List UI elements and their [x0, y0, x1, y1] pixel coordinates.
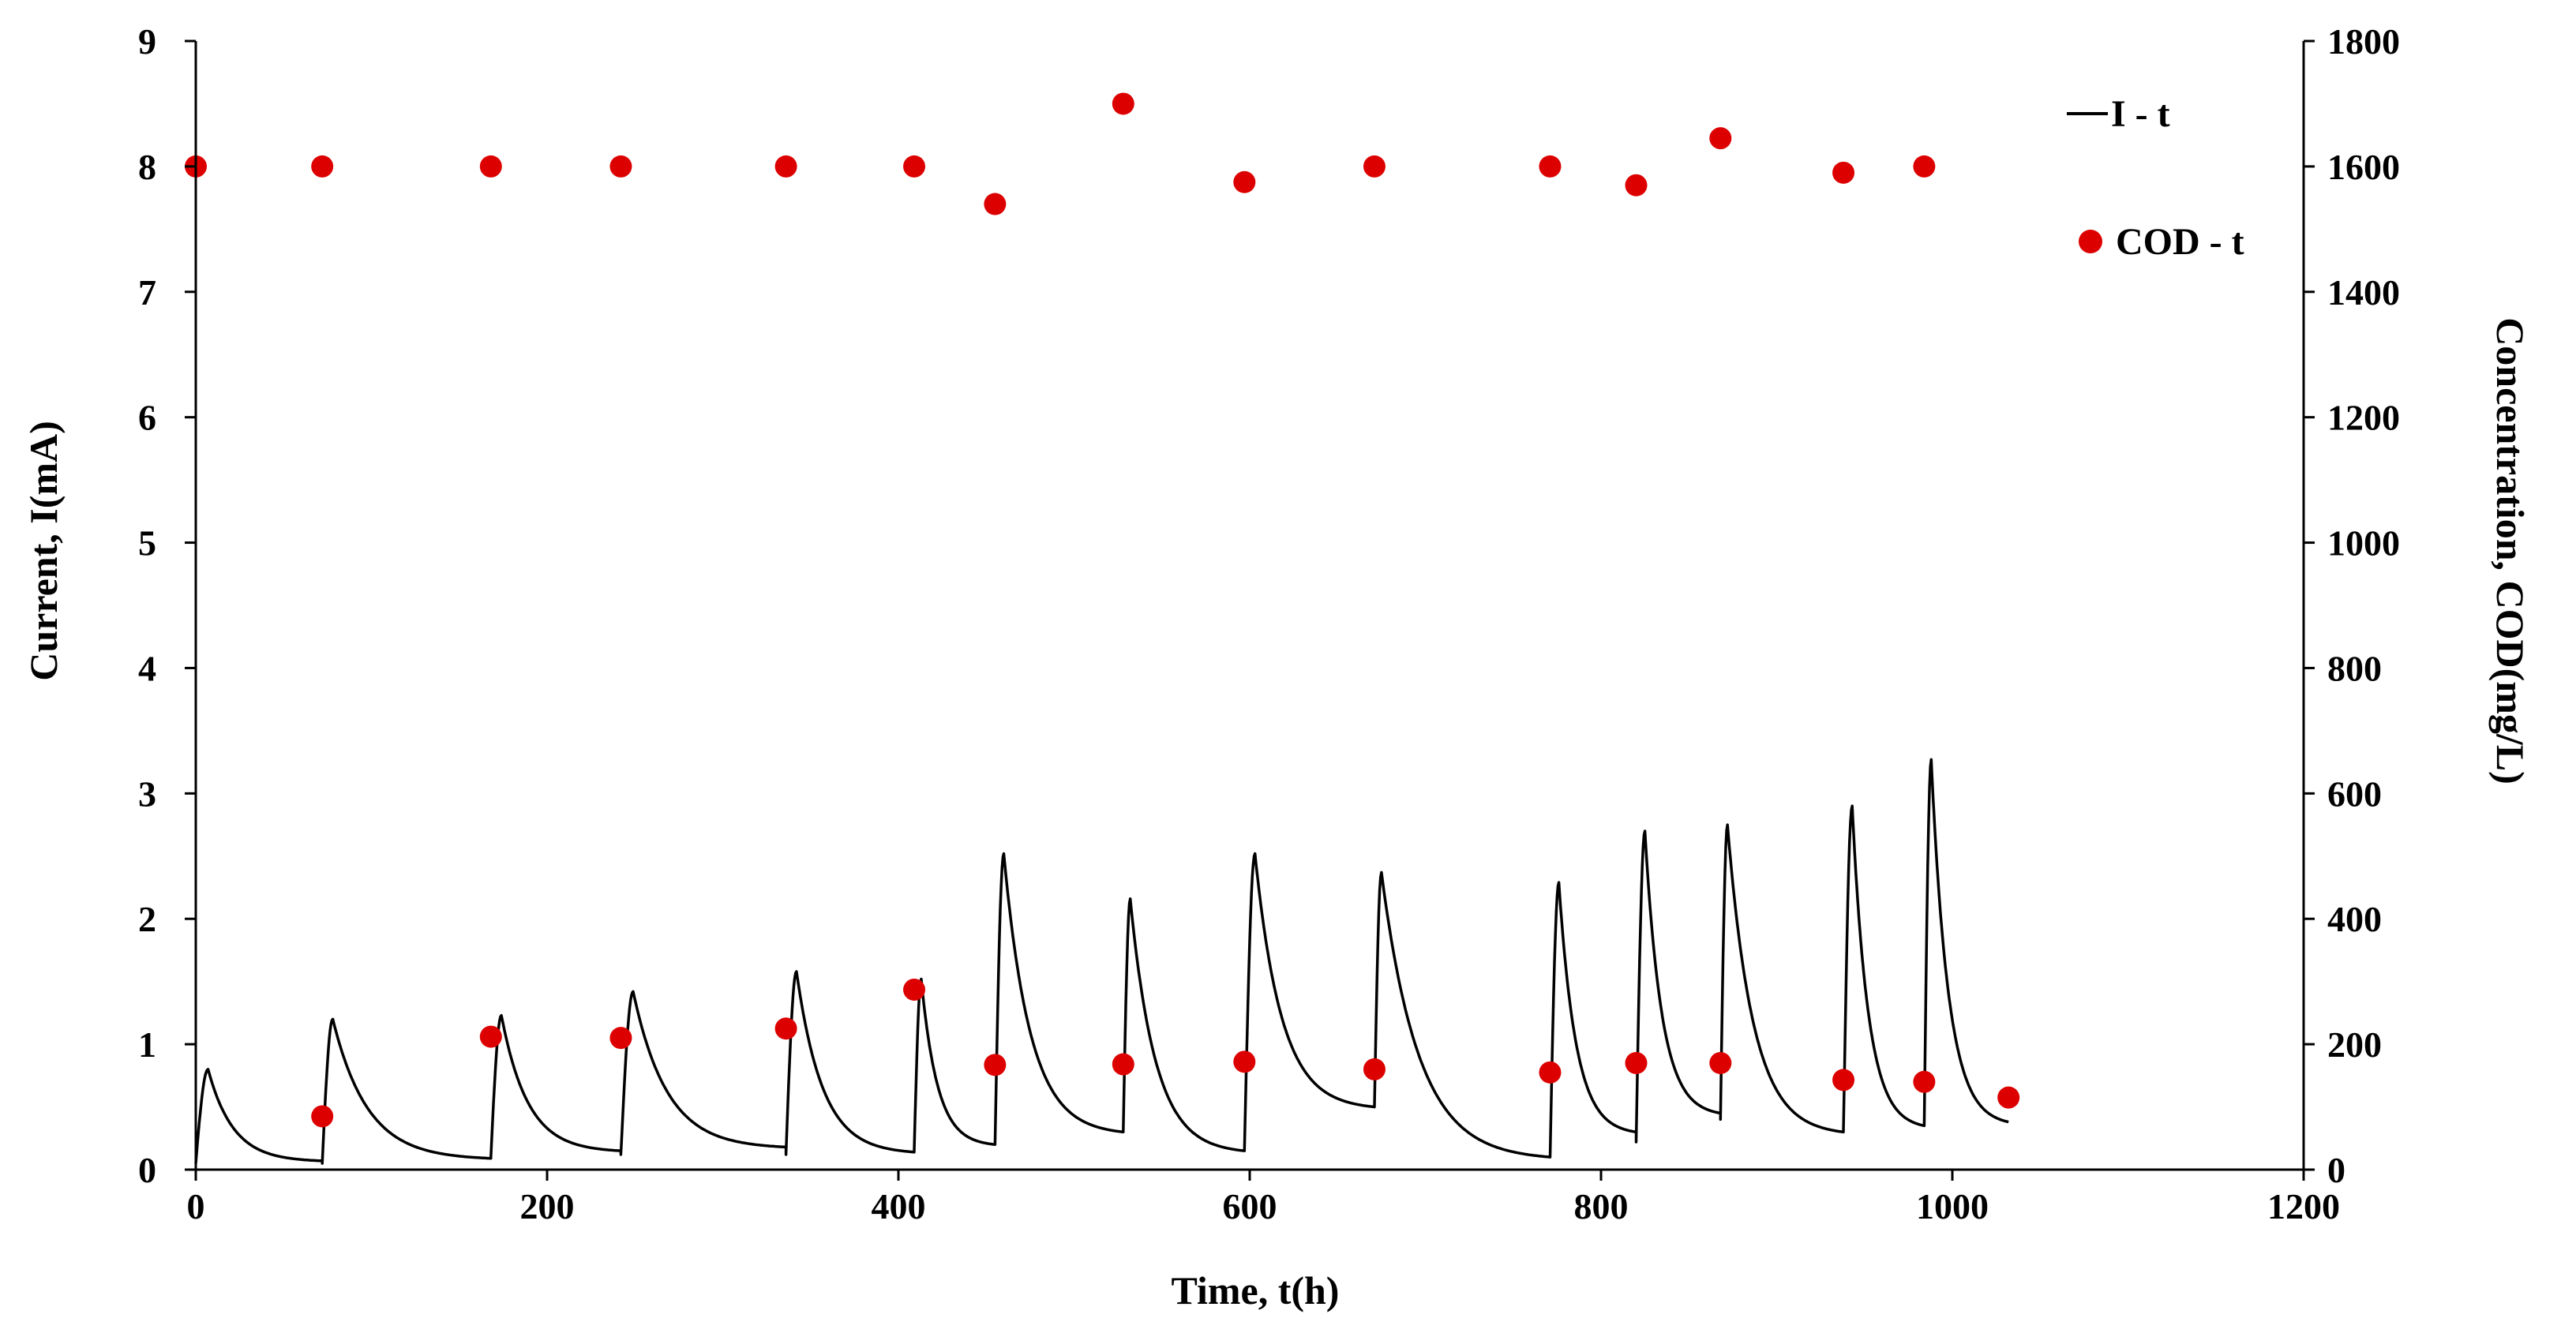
y2-tick-label: 400 — [2327, 899, 2382, 939]
cod-effluent-point — [479, 1025, 502, 1048]
cod-effluent-point — [311, 1105, 334, 1128]
legend: I - t COD - t — [2067, 93, 2244, 263]
y-tick-label: 6 — [138, 398, 156, 438]
axes-layer: 0 200 400 600 800 1000 12000123456789020040060… — [138, 21, 2400, 1226]
cod-influent-point — [774, 155, 797, 178]
y-tick-label: 3 — [138, 773, 156, 814]
cod-effluent-point — [1913, 1070, 1936, 1093]
y2-tick-label: 1000 — [2327, 523, 2400, 564]
y-tick-label: 2 — [138, 899, 156, 939]
cod-influent-point — [1832, 161, 1855, 184]
x-tick-label: 800 — [1574, 1186, 1629, 1226]
cod-influent-point — [1539, 155, 1562, 178]
cod-influent-point — [984, 193, 1007, 215]
y-tick-label: 7 — [138, 272, 156, 313]
y-tick-label: 9 — [138, 21, 156, 62]
cod-effluent-point — [1233, 1050, 1256, 1073]
y-tick-label: 4 — [138, 648, 156, 688]
y2-tick-label: 1600 — [2327, 147, 2400, 187]
y-tick-label: 5 — [138, 523, 156, 564]
cod-effluent-point — [774, 1017, 797, 1040]
legend-label-current: I - t — [2111, 93, 2170, 135]
y-axis-title: Current, I(mA) — [21, 421, 66, 681]
x-tick-label: 600 — [1223, 1186, 1277, 1226]
y2-tick-label: 0 — [2327, 1150, 2345, 1190]
x-tick-label: 1200 — [2267, 1186, 2340, 1226]
y-tick-label: 1 — [138, 1024, 156, 1065]
x-tick-label: 0 — [187, 1186, 205, 1226]
cod-influent-point — [1709, 127, 1732, 150]
cod-effluent-point — [1539, 1061, 1562, 1084]
cod-effluent-point — [903, 978, 926, 1001]
cod-influent-point — [1233, 170, 1256, 193]
cod-effluent-point — [1625, 1051, 1648, 1074]
cod-influent-point — [311, 155, 334, 178]
cod-influent-point — [1913, 155, 1936, 178]
cod-effluent-point — [1709, 1051, 1732, 1074]
series-layer — [185, 92, 2020, 1165]
y2-tick-label: 800 — [2327, 648, 2382, 688]
cod-effluent-point — [1997, 1086, 2020, 1109]
y-tick-label: 8 — [138, 147, 156, 187]
y2-tick-label: 1400 — [2327, 272, 2400, 313]
x-tick-label: 200 — [520, 1186, 575, 1226]
cod-influent-point — [1625, 174, 1648, 197]
cod-influent-point — [1112, 92, 1134, 115]
cod-influent-point — [609, 155, 632, 178]
cod-effluent-point — [1363, 1058, 1385, 1080]
cod-effluent-point — [1112, 1053, 1134, 1076]
y-tick-label: 0 — [138, 1150, 156, 1190]
x-tick-label: 400 — [872, 1186, 926, 1226]
cod-effluent-point — [609, 1027, 632, 1050]
cod-effluent-point — [984, 1054, 1007, 1077]
y2-tick-label: 1800 — [2327, 21, 2400, 62]
y2-axis-title: Concentration, COD(mg/L) — [2488, 317, 2533, 784]
x-axis-title: Time, t(h) — [1172, 1268, 1340, 1312]
y2-tick-label: 1200 — [2327, 398, 2400, 438]
cod-influent-point — [903, 155, 926, 178]
y2-tick-label: 200 — [2327, 1024, 2382, 1065]
cod-influent-point — [1363, 155, 1385, 178]
y2-tick-label: 600 — [2327, 773, 2382, 814]
current-line — [194, 758, 2010, 1165]
x-tick-label: 1000 — [1916, 1186, 1989, 1226]
legend-marker-cod — [2079, 230, 2102, 253]
cod-effluent-point — [1832, 1069, 1855, 1091]
cod-influent-point — [479, 155, 502, 178]
legend-label-cod: COD - t — [2116, 221, 2244, 263]
